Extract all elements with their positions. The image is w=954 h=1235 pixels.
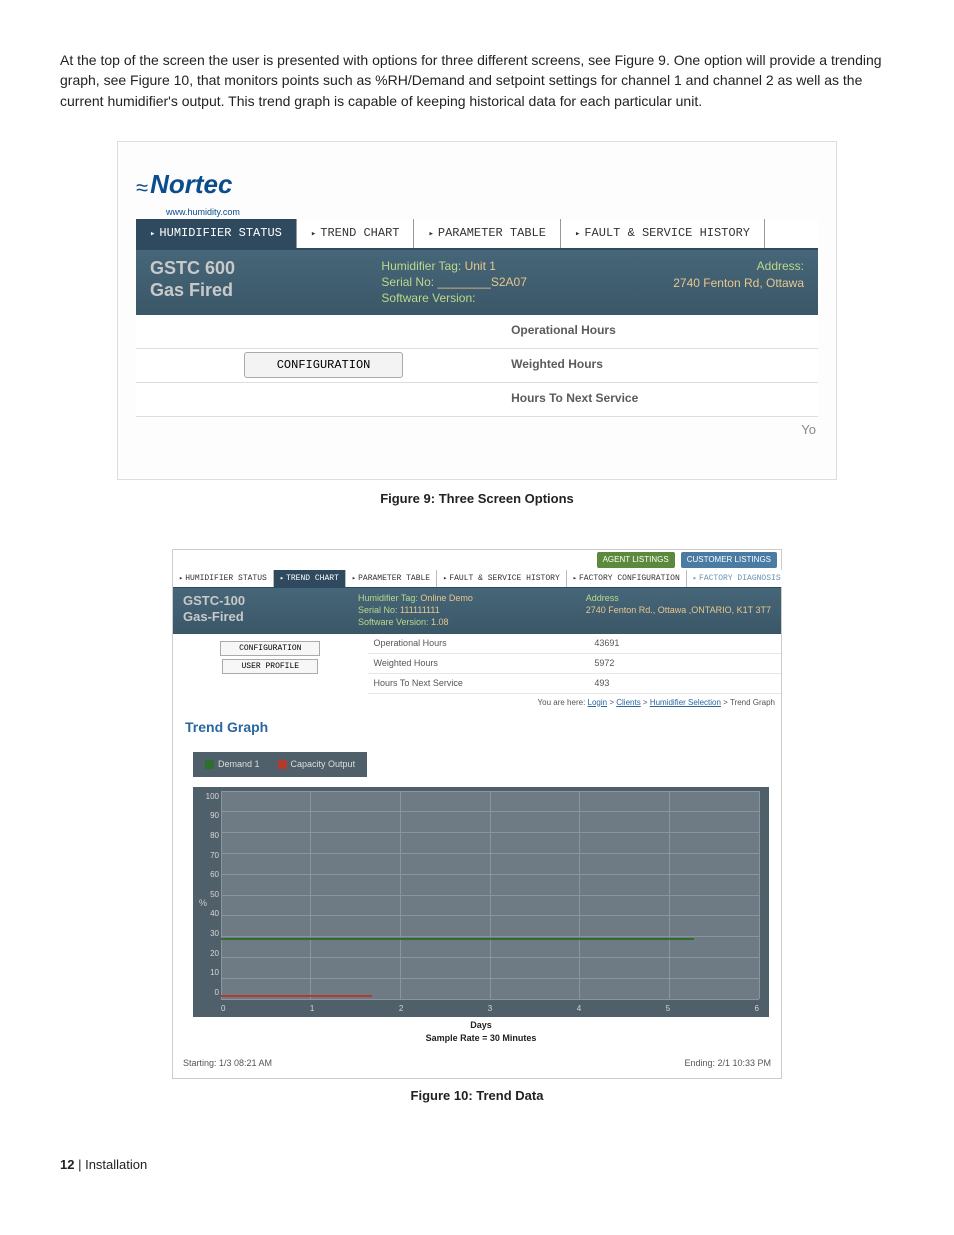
logo-url: www.humidity.com — [166, 206, 818, 219]
op-hours-v: 43691 — [594, 637, 775, 650]
agent-listings-pill[interactable]: AGENT LISTINGS — [597, 552, 675, 568]
weighted-hours-label: Weighted Hours — [511, 356, 603, 373]
top-pill-row: AGENT LISTINGS CUSTOMER LISTINGS — [173, 550, 781, 570]
model-type: Gas Fired — [150, 280, 235, 302]
configuration-button-2[interactable]: CONFIGURATION — [220, 641, 320, 656]
address2-label: Address — [586, 593, 771, 605]
bc-prefix: You are here: — [538, 698, 586, 707]
tab-label: FAULT & SERVICE HISTORY — [584, 226, 750, 240]
tab-bar-2: ▸HUMIDIFIER STATUS ▸TREND CHART ▸PARAMET… — [173, 570, 781, 589]
demand-swatch — [205, 760, 214, 769]
next-service-v: 493 — [594, 677, 775, 690]
tab-label: FACTORY CONFIGURATION — [579, 574, 680, 583]
tab-parameter-table[interactable]: ▸PARAMETER TABLE — [414, 219, 560, 248]
footer-section: Installation — [85, 1157, 147, 1172]
configuration-button[interactable]: CONFIGURATION — [244, 352, 404, 378]
page-number: 12 — [60, 1157, 74, 1172]
tab-label: PARAMETER TABLE — [438, 226, 546, 240]
trend-graph-title: Trend Graph — [173, 711, 781, 751]
tab2-humidifier-status[interactable]: ▸HUMIDIFIER STATUS — [173, 570, 274, 588]
tab2-fault-history[interactable]: ▸FAULT & SERVICE HISTORY — [437, 570, 567, 588]
x-axis: 0123456 — [221, 1003, 759, 1015]
figure-9-panel: ≈ Nortec www.humidity.com ▸HUMIDIFIER ST… — [117, 141, 837, 481]
tab2-factory-diagnosis[interactable]: ▸FACTORY DIAGNOSIS — [687, 570, 787, 588]
end-time: Ending: 2/1 10:33 PM — [684, 1057, 771, 1070]
mini-status: CONFIGURATION USER PROFILE Operational H… — [173, 634, 781, 694]
tab-bar: ▸HUMIDIFIER STATUS ▸TREND CHART ▸PARAMET… — [136, 219, 818, 250]
header-band: GSTC 600 Gas Fired Humidifier Tag: Unit … — [136, 250, 818, 315]
tab2-parameter-table[interactable]: ▸PARAMETER TABLE — [346, 570, 437, 588]
tab-label: FAULT & SERVICE HISTORY — [449, 574, 559, 583]
model-2: GSTC-100 — [183, 593, 245, 609]
y-axis-unit: % — [199, 897, 207, 910]
figure-10-caption: Figure 10: Trend Data — [60, 1087, 894, 1106]
model-type-2: Gas-Fired — [183, 609, 245, 625]
logo-waves-icon: ≈ — [136, 172, 144, 204]
bc-current: Trend Graph — [730, 698, 775, 707]
software2-label: Software Version: — [358, 617, 429, 627]
chart-legend: Demand 1 Capacity Output — [193, 752, 367, 777]
software-label: Software Version: — [381, 291, 475, 305]
hours-next-service-label: Hours To Next Service — [511, 390, 638, 407]
tag-value: Unit 1 — [465, 259, 496, 273]
start-time: Starting: 1/3 08:21 AM — [183, 1057, 272, 1070]
breadcrumb: You are here: Login > Clients > Humidifi… — [173, 694, 781, 712]
customer-listings-pill[interactable]: CUSTOMER LISTINGS — [681, 552, 777, 568]
user-profile-button[interactable]: USER PROFILE — [222, 659, 318, 674]
weighted-hours-v: 5972 — [594, 657, 775, 670]
tag-label: Humidifier Tag: — [381, 259, 461, 273]
chart-box: Demand 1 Capacity Output % 1009080706050… — [193, 752, 769, 1045]
model: GSTC 600 — [150, 258, 235, 280]
page-footer: 12 | Installation — [60, 1156, 894, 1175]
tab-humidifier-status[interactable]: ▸HUMIDIFIER STATUS — [136, 219, 297, 248]
address-value: 2740 Fenton Rd, Ottawa — [673, 275, 804, 292]
header-band-2: GSTC-100 Gas-Fired Humidifier Tag: Onlin… — [173, 588, 781, 633]
software2-value: 1.08 — [431, 617, 449, 627]
capacity-swatch — [278, 760, 287, 769]
chart-plot: % 1009080706050403020100 0123456 — [193, 787, 769, 1017]
bc-clients[interactable]: Clients — [616, 698, 640, 707]
tag2-label: Humidifier Tag: — [358, 593, 418, 603]
tab-fault-history[interactable]: ▸FAULT & SERVICE HISTORY — [561, 219, 765, 248]
chart-grid — [221, 791, 759, 999]
tag2-value: Online Demo — [420, 593, 473, 603]
op-hours-k: Operational Hours — [374, 637, 595, 650]
status-rows: Operational Hours CONFIGURATION Weighted… — [136, 315, 818, 417]
tab-label: PARAMETER TABLE — [358, 574, 430, 583]
footer-sep: | — [74, 1157, 85, 1172]
tab-label: HUMIDIFIER STATUS — [185, 574, 267, 583]
figure-9-caption: Figure 9: Three Screen Options — [60, 490, 894, 509]
serial2-label: Serial No: — [358, 605, 398, 615]
tab-label: TREND CHART — [286, 574, 339, 583]
tab2-trend-chart[interactable]: ▸TREND CHART — [274, 570, 346, 588]
serial-label: Serial No: — [381, 275, 434, 289]
legend-demand: Demand 1 — [218, 759, 260, 769]
bc-login[interactable]: Login — [588, 698, 608, 707]
x-axis-subtitle: Sample Rate = 30 Minutes — [193, 1032, 769, 1045]
serial-value: ________S2A07 — [437, 275, 526, 289]
tab-trend-chart[interactable]: ▸TREND CHART — [297, 219, 415, 248]
operational-hours-label: Operational Hours — [511, 322, 616, 339]
figure-10-panel: AGENT LISTINGS CUSTOMER LISTINGS ▸HUMIDI… — [172, 549, 782, 1078]
address2-value: 2740 Fenton Rd., Ottawa ,ONTARIO, K1T 3T… — [586, 605, 771, 617]
weighted-hours-k: Weighted Hours — [374, 657, 595, 670]
logo-brand: Nortec — [150, 166, 232, 204]
tab-label: HUMIDIFIER STATUS — [159, 226, 281, 240]
next-service-k: Hours To Next Service — [374, 677, 595, 690]
intro-text: At the top of the screen the user is pre… — [60, 50, 894, 111]
start-end-row: Starting: 1/3 08:21 AM Ending: 2/1 10:33… — [173, 1053, 781, 1078]
x-axis-title: Days — [193, 1019, 769, 1032]
tab-label: FACTORY DIAGNOSIS — [699, 574, 781, 583]
tab-label: TREND CHART — [320, 226, 399, 240]
bc-humidifier-selection[interactable]: Humidifier Selection — [650, 698, 721, 707]
logo: ≈ Nortec — [136, 166, 818, 204]
tab2-factory-config[interactable]: ▸FACTORY CONFIGURATION — [567, 570, 687, 588]
serial2-value: 111111111 — [400, 605, 440, 615]
address-label: Address: — [673, 258, 804, 275]
legend-capacity: Capacity Output — [291, 759, 356, 769]
truncated-text: Yo — [136, 417, 818, 440]
